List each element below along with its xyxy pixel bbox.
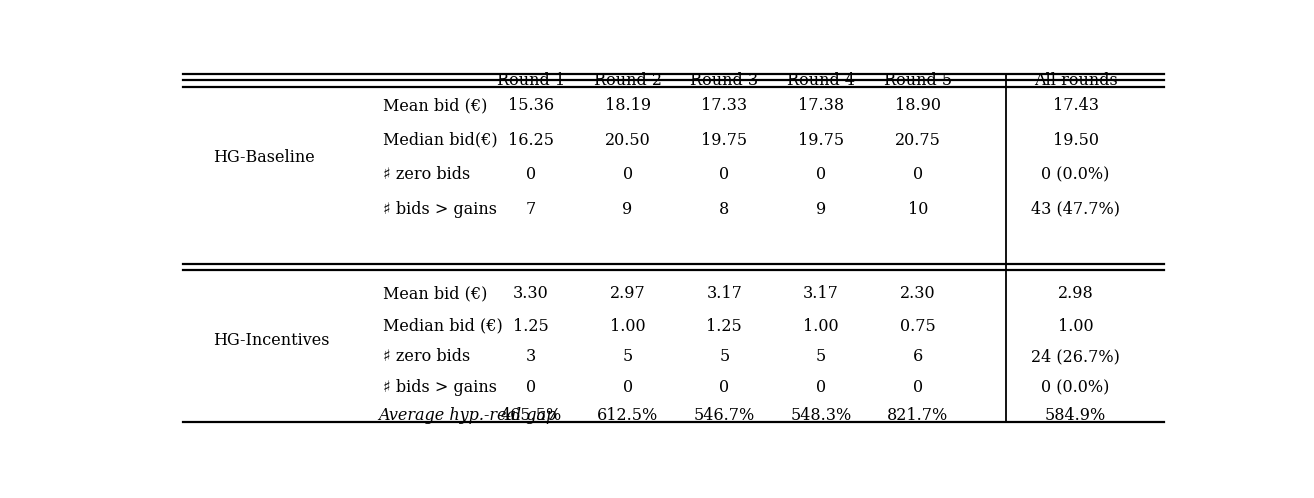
Text: 24 (26.7%): 24 (26.7%) xyxy=(1031,349,1120,366)
Text: 0: 0 xyxy=(913,166,922,183)
Text: Round 2: Round 2 xyxy=(594,72,662,89)
Text: Mean bid (€): Mean bid (€) xyxy=(384,97,487,114)
Text: 0: 0 xyxy=(913,379,922,396)
Text: HG-Incentives: HG-Incentives xyxy=(213,332,330,349)
Text: Round 5: Round 5 xyxy=(884,72,951,89)
Text: 0 (0.0%): 0 (0.0%) xyxy=(1042,379,1110,396)
Text: 20.50: 20.50 xyxy=(604,132,650,149)
Text: 5: 5 xyxy=(623,349,633,366)
Text: ♯ bids > gains: ♯ bids > gains xyxy=(384,201,497,218)
Text: 17.33: 17.33 xyxy=(702,97,748,114)
Text: Round 3: Round 3 xyxy=(690,72,758,89)
Text: 17.38: 17.38 xyxy=(798,97,844,114)
Text: 3.30: 3.30 xyxy=(512,285,549,302)
Text: 1.25: 1.25 xyxy=(512,318,549,335)
Text: 0: 0 xyxy=(719,379,729,396)
Text: Mean bid (€): Mean bid (€) xyxy=(384,285,487,302)
Text: 6: 6 xyxy=(913,349,922,366)
Text: Round 4: Round 4 xyxy=(787,72,855,89)
Text: 0: 0 xyxy=(719,166,729,183)
Text: Average hyp.-real gap: Average hyp.-real gap xyxy=(378,407,556,424)
Text: 5: 5 xyxy=(816,349,827,366)
Text: ♯ bids > gains: ♯ bids > gains xyxy=(384,379,497,396)
Text: 17.43: 17.43 xyxy=(1053,97,1099,114)
Text: ♯ zero bids: ♯ zero bids xyxy=(384,349,470,366)
Text: 18.90: 18.90 xyxy=(895,97,941,114)
Text: 43 (47.7%): 43 (47.7%) xyxy=(1031,201,1120,218)
Text: 0: 0 xyxy=(526,379,536,396)
Text: Median bid (€): Median bid (€) xyxy=(384,318,503,335)
Text: 18.19: 18.19 xyxy=(604,97,650,114)
Text: 2.98: 2.98 xyxy=(1058,285,1093,302)
Text: 3: 3 xyxy=(526,349,536,366)
Text: 2.97: 2.97 xyxy=(610,285,645,302)
Text: 0: 0 xyxy=(816,379,827,396)
Text: 584.9%: 584.9% xyxy=(1045,407,1106,424)
Text: ♯ zero bids: ♯ zero bids xyxy=(384,166,470,183)
Text: 16.25: 16.25 xyxy=(507,132,555,149)
Text: 19.50: 19.50 xyxy=(1053,132,1099,149)
Text: 10: 10 xyxy=(908,201,928,218)
Text: 5: 5 xyxy=(719,349,729,366)
Text: 546.7%: 546.7% xyxy=(694,407,756,424)
Text: 8: 8 xyxy=(719,201,729,218)
Text: 20.75: 20.75 xyxy=(895,132,941,149)
Text: 821.7%: 821.7% xyxy=(887,407,949,424)
Text: All rounds: All rounds xyxy=(1034,72,1117,89)
Text: 1.00: 1.00 xyxy=(610,318,645,335)
Text: 1.00: 1.00 xyxy=(1058,318,1093,335)
Text: 548.3%: 548.3% xyxy=(791,407,851,424)
Text: 0 (0.0%): 0 (0.0%) xyxy=(1042,166,1110,183)
Text: 3.17: 3.17 xyxy=(803,285,840,302)
Text: 7: 7 xyxy=(526,201,536,218)
Text: 9: 9 xyxy=(816,201,827,218)
Text: 0: 0 xyxy=(526,166,536,183)
Text: 465.5%: 465.5% xyxy=(501,407,561,424)
Text: 0: 0 xyxy=(623,166,632,183)
Text: 0.75: 0.75 xyxy=(900,318,936,335)
Text: HG-Baseline: HG-Baseline xyxy=(213,149,315,166)
Text: 19.75: 19.75 xyxy=(702,132,748,149)
Text: 612.5%: 612.5% xyxy=(597,407,658,424)
Text: 0: 0 xyxy=(816,166,827,183)
Text: 3.17: 3.17 xyxy=(707,285,742,302)
Text: Round 1: Round 1 xyxy=(497,72,565,89)
Text: 19.75: 19.75 xyxy=(798,132,844,149)
Text: Median bid(€): Median bid(€) xyxy=(384,132,498,149)
Text: 2.30: 2.30 xyxy=(900,285,936,302)
Text: 9: 9 xyxy=(623,201,633,218)
Text: 1.25: 1.25 xyxy=(707,318,742,335)
Text: 0: 0 xyxy=(623,379,632,396)
Text: 15.36: 15.36 xyxy=(507,97,555,114)
Text: 1.00: 1.00 xyxy=(803,318,838,335)
